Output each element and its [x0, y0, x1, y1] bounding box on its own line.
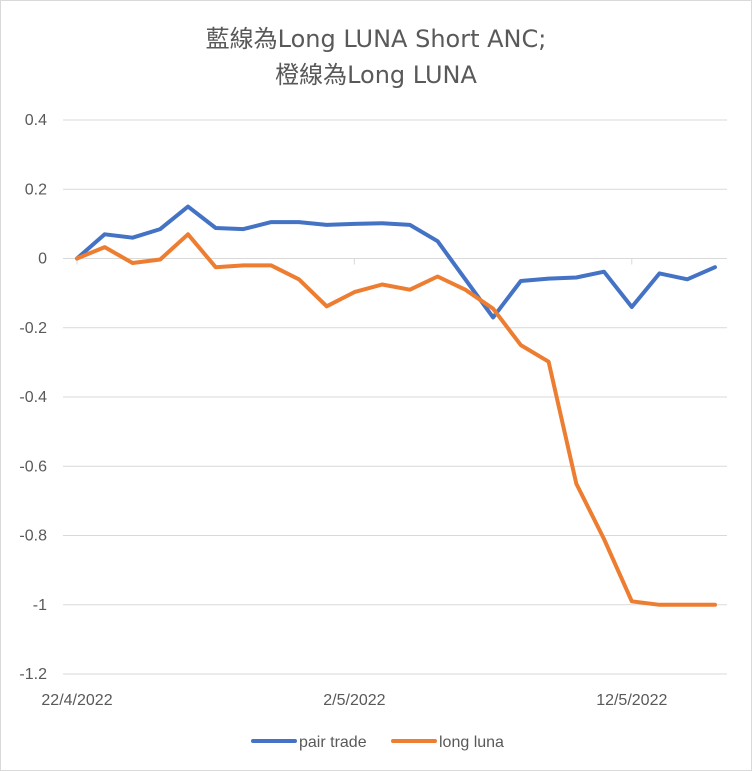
- legend-label: pair trade: [299, 734, 367, 751]
- series-lines: [75, 204, 717, 607]
- legend: pair trade long luna: [251, 734, 504, 751]
- x-tick-label: 2/5/2022: [323, 692, 385, 709]
- y-tick-label: -0.4: [19, 389, 47, 406]
- y-tick-label: 0.4: [25, 112, 47, 129]
- y-tick-label: 0.2: [25, 181, 47, 198]
- legend-item-pair-trade: pair trade: [251, 734, 367, 751]
- x-tick-label: 12/5/2022: [596, 692, 667, 709]
- x-axis-tick-labels: 22/4/2022 2/5/2022 12/5/2022: [41, 258, 667, 709]
- y-tick-label: -0.8: [19, 528, 47, 545]
- y-tick-label: -0.2: [19, 320, 47, 337]
- chart-title-line-1: 藍線為Long LUNA Short ANC;: [206, 25, 547, 53]
- series-line-long-luna: [75, 232, 717, 607]
- legend-label: long luna: [439, 734, 504, 751]
- legend-item-long-luna: long luna: [391, 734, 504, 751]
- y-axis-tick-labels: 0.4 0.2 0 -0.2 -0.4 -0.6 -0.8 -1 -1.2: [19, 112, 47, 683]
- chart-title-line-2: 橙線為Long LUNA: [275, 61, 477, 89]
- y-tick-label: -0.6: [19, 458, 47, 475]
- x-tick-label: 22/4/2022: [41, 692, 112, 709]
- series-line-pair-trade: [75, 204, 717, 320]
- y-tick-label: -1.2: [19, 666, 47, 683]
- y-tick-label: 0: [38, 251, 47, 268]
- y-tick-label: -1: [33, 597, 47, 614]
- gridlines: [63, 119, 727, 675]
